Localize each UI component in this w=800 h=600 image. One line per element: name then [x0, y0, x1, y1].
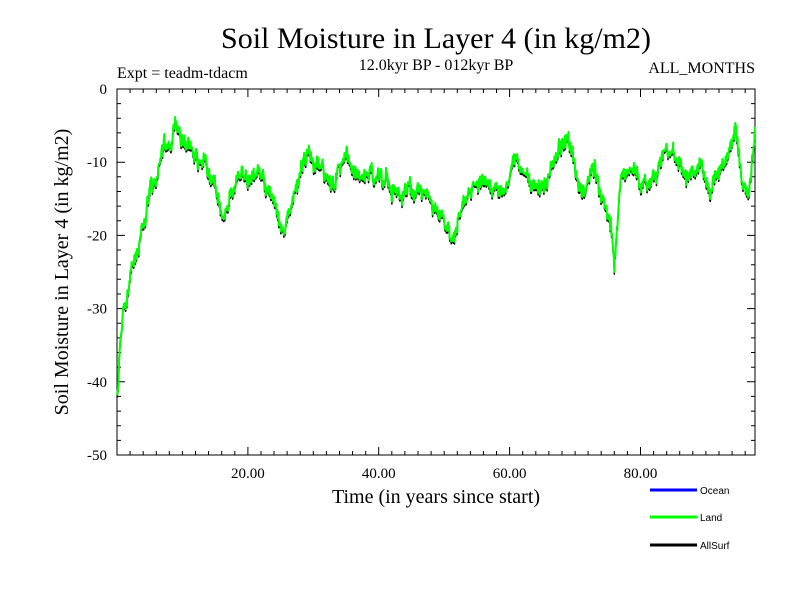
experiment-label: Expt = teadm-tdacm [117, 65, 248, 82]
plot-frame [116, 88, 756, 456]
series-lines [116, 115, 756, 398]
x-axis-label: Time (in years since start) [332, 486, 540, 508]
tick-marks [116, 88, 755, 456]
legend: Ocean Land AllSurf [650, 486, 730, 552]
x-tick-labels: 20.00 40.00 60.00 80.00 [231, 466, 657, 482]
y-axis-label: Soil Moisture in Layer 4 (in kg/m2) [51, 129, 73, 416]
chart-title: Soil Moisture in Layer 4 (in kg/m2) [221, 22, 651, 55]
axis-ticks [116, 88, 755, 456]
y-tick-label: -20 [87, 228, 107, 244]
x-tick-label: 60.00 [493, 466, 527, 482]
x-tick-label: 20.00 [231, 466, 265, 482]
y-tick-label: 0 [100, 82, 108, 98]
legend-label-ocean: Ocean [700, 486, 729, 497]
legend-label-land: Land [700, 513, 722, 524]
legend-label-allsurf: AllSurf [700, 541, 730, 552]
x-tick-label: 40.00 [362, 466, 396, 482]
y-tick-label: -50 [87, 448, 107, 464]
months-label: ALL_MONTHS [648, 60, 755, 77]
y-tick-label: -30 [87, 302, 107, 318]
chart-subtitle: 12.0kyr BP - 012kyr BP [359, 57, 514, 74]
x-tick-label: 80.00 [624, 466, 658, 482]
y-tick-label: -10 [87, 155, 107, 171]
series-line-land [116, 115, 756, 396]
y-tick-label: -40 [87, 375, 107, 391]
y-tick-labels: 0 -10 -20 -30 -40 -50 [87, 82, 107, 464]
